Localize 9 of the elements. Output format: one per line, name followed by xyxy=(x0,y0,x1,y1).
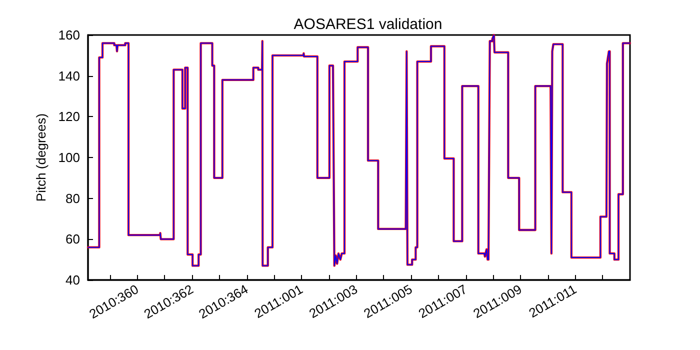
y-tick-label: 120 xyxy=(58,109,80,124)
y-tick-label: 80 xyxy=(66,190,80,206)
chart-title: AOSARES1 validation xyxy=(294,16,442,33)
y-tick-label: 140 xyxy=(58,68,80,84)
y-tick-label: 60 xyxy=(66,232,80,247)
y-tick-label: 160 xyxy=(58,28,80,42)
y-tick-label: 40 xyxy=(66,272,80,288)
y-axis-title: Pitch (degrees) xyxy=(33,113,48,202)
y-tick-label: 100 xyxy=(58,150,80,165)
